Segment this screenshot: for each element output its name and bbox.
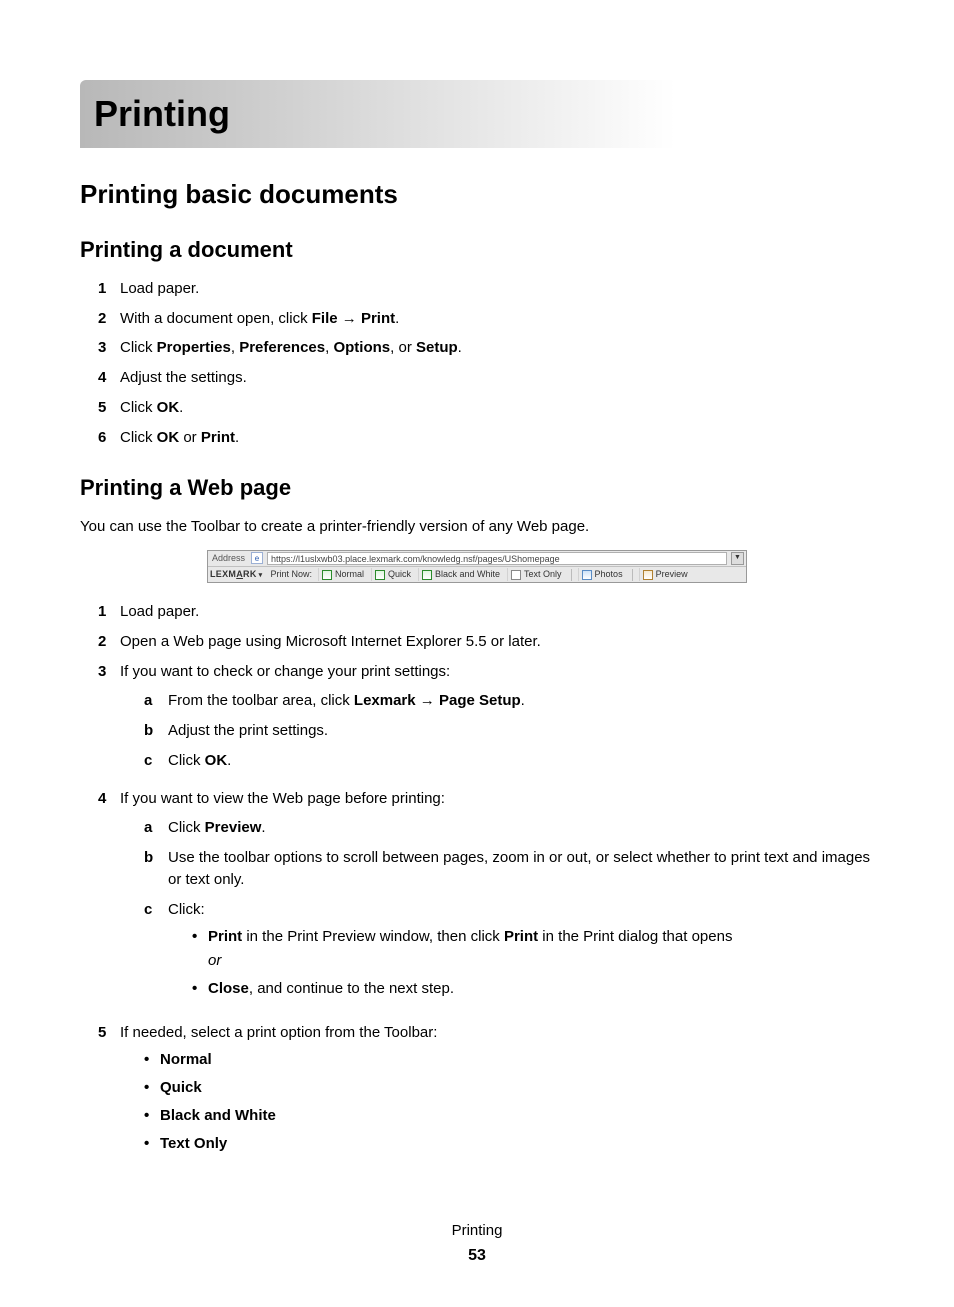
step-number: 5: [98, 1022, 120, 1161]
sub-letter: b: [144, 720, 168, 742]
list-item: b Adjust the print settings.: [144, 720, 874, 742]
toolbar-photos-button: Photos: [578, 568, 626, 581]
step-number: 1: [98, 601, 120, 623]
toolbar-quick-button: Quick: [371, 568, 414, 581]
bw-icon: [422, 570, 432, 580]
lexmark-menu: LEXMARK▾: [210, 568, 264, 581]
steps-list: 1 Load paper. 2 With a document open, cl…: [80, 278, 874, 449]
bullet-list: Print in the Print Preview window, then …: [168, 926, 874, 999]
step-text: Load paper.: [120, 601, 874, 623]
list-item: 2 Open a Web page using Microsoft Intern…: [98, 631, 874, 653]
list-item: 4 Adjust the settings.: [98, 367, 874, 389]
list-item: 4 If you want to view the Web page befor…: [98, 788, 874, 1014]
page-number: 53: [80, 1244, 874, 1267]
subsection-heading: Printing a Web page: [80, 472, 874, 504]
toolbar-figure: Address e https://l1uslxwb03.place.lexma…: [207, 550, 747, 583]
photos-icon: [582, 570, 592, 580]
list-item: Quick: [144, 1077, 874, 1099]
step-content: If needed, select a print option from th…: [120, 1022, 874, 1161]
chapter-title: Printing: [80, 80, 874, 148]
list-item: 3 Click Properties, Preferences, Options…: [98, 337, 874, 359]
step-number: 6: [98, 427, 120, 449]
toolbar-bw-button: Black and White: [418, 568, 503, 581]
step-number: 5: [98, 397, 120, 419]
separator: [632, 569, 633, 581]
sub-letter: b: [144, 847, 168, 891]
document-page: Printing Printing basic documents Printi…: [0, 0, 954, 1307]
step-text: If you want to check or change your prin…: [120, 663, 450, 680]
footer-title: Printing: [80, 1220, 874, 1242]
sub-text: Click OK.: [168, 750, 874, 772]
dropdown-icon: ▼: [731, 552, 744, 565]
quick-icon: [375, 570, 385, 580]
sub-text: Click: Print in the Print Preview window…: [168, 899, 874, 1006]
sub-text: Adjust the print settings.: [168, 720, 874, 742]
bullet-list: Normal Quick Black and White Text Only: [120, 1049, 874, 1154]
subsection-heading: Printing a document: [80, 234, 874, 266]
url-display: https://l1uslxwb03.place.lexmark.com/kno…: [267, 552, 727, 565]
step-number: 3: [98, 661, 120, 780]
step-text: With a document open, click File → Print…: [120, 308, 874, 330]
intro-text: You can use the Toolbar to create a prin…: [80, 516, 874, 538]
sub-letter: c: [144, 750, 168, 772]
sub-text: From the toolbar area, click Lexmark → P…: [168, 690, 874, 712]
ie-page-icon: e: [251, 552, 263, 564]
step-number: 3: [98, 337, 120, 359]
sub-steps: a From the toolbar area, click Lexmark →…: [120, 690, 874, 771]
sub-letter: a: [144, 817, 168, 839]
lexmark-toolbar-row: LEXMARK▾ Print Now: Normal Quick Black a…: [208, 567, 746, 582]
list-item: 3 If you want to check or change your pr…: [98, 661, 874, 780]
normal-icon: [322, 570, 332, 580]
list-item: Black and White: [144, 1105, 874, 1127]
toolbar-textonly-button: Text Only: [507, 568, 565, 581]
address-bar-row: Address e https://l1uslxwb03.place.lexma…: [208, 551, 746, 567]
step-text: Adjust the settings.: [120, 367, 874, 389]
address-label: Address: [210, 552, 247, 565]
list-item: a From the toolbar area, click Lexmark →…: [144, 690, 874, 712]
step-number: 4: [98, 788, 120, 1014]
list-item: 5 Click OK.: [98, 397, 874, 419]
step-text: Load paper.: [120, 278, 874, 300]
list-item: 1 Load paper.: [98, 601, 874, 623]
sub-letter: a: [144, 690, 168, 712]
list-item: Text Only: [144, 1133, 874, 1155]
list-item: 1 Load paper.: [98, 278, 874, 300]
list-item: Print in the Print Preview window, then …: [192, 926, 874, 972]
sub-text: Click Preview.: [168, 817, 874, 839]
list-item: c Click: Print in the Print Preview wind…: [144, 899, 874, 1006]
separator: [571, 569, 572, 581]
sub-letter: c: [144, 899, 168, 1006]
step-content: If you want to check or change your prin…: [120, 661, 874, 780]
step-text: If you want to view the Web page before …: [120, 790, 445, 807]
step-number: 2: [98, 308, 120, 330]
textonly-icon: [511, 570, 521, 580]
page-footer: Printing 53: [80, 1220, 874, 1267]
step-text: Click Properties, Preferences, Options, …: [120, 337, 874, 359]
step-number: 1: [98, 278, 120, 300]
list-item: Close, and continue to the next step.: [192, 978, 874, 1000]
preview-icon: [643, 570, 653, 580]
section-heading: Printing basic documents: [80, 176, 874, 214]
steps-list: 1 Load paper. 2 Open a Web page using Mi…: [80, 601, 874, 1160]
list-item: c Click OK.: [144, 750, 874, 772]
step-text: Open a Web page using Microsoft Internet…: [120, 631, 874, 653]
sub-steps: a Click Preview. b Use the toolbar optio…: [120, 817, 874, 1005]
list-item: 2 With a document open, click File → Pri…: [98, 308, 874, 330]
step-number: 2: [98, 631, 120, 653]
step-text: Click OK.: [120, 397, 874, 419]
sub-text: Use the toolbar options to scroll betwee…: [168, 847, 874, 891]
toolbar-preview-button: Preview: [639, 568, 691, 581]
list-item: b Use the toolbar options to scroll betw…: [144, 847, 874, 891]
step-number: 4: [98, 367, 120, 389]
list-item: a Click Preview.: [144, 817, 874, 839]
list-item: 6 Click OK or Print.: [98, 427, 874, 449]
step-text: If needed, select a print option from th…: [120, 1024, 437, 1041]
step-text: Click OK or Print.: [120, 427, 874, 449]
step-content: If you want to view the Web page before …: [120, 788, 874, 1014]
list-item: 5 If needed, select a print option from …: [98, 1022, 874, 1161]
list-item: Normal: [144, 1049, 874, 1071]
print-now-label: Print Now:: [268, 568, 314, 581]
toolbar-normal-button: Normal: [318, 568, 367, 581]
